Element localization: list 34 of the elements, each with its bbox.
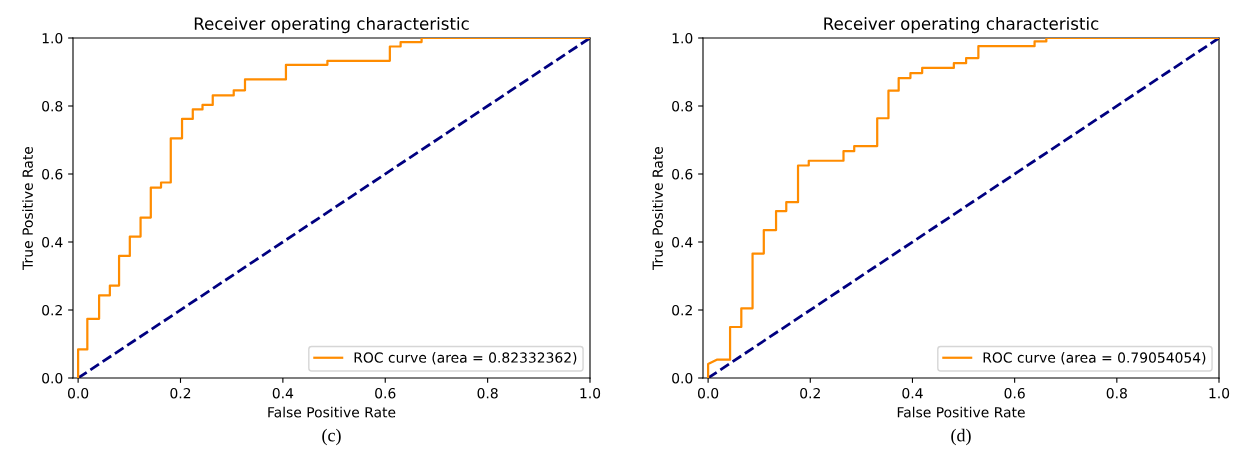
y-tick-label: 0.8 [42,100,63,112]
y-tick-label: 1.0 [42,32,63,44]
y-tick-label: 0.0 [672,372,693,384]
y-tick-label: 0.6 [42,168,63,180]
legend-label: ROC curve (area = 0.79054054) [983,352,1206,365]
x-tick-label: 0.6 [375,387,396,399]
x-tick-label: 0.0 [697,387,719,399]
x-tick-label: 1.0 [580,387,601,399]
x-tick-label: 1.0 [1209,387,1230,399]
y-tick-label: 0.2 [672,304,692,316]
x-tick-label: 0.0 [67,387,89,399]
y-tick-label: 0.2 [42,304,62,316]
x-tick-label: 0.8 [1106,387,1127,399]
y-tick-label: 0.4 [672,236,693,248]
text: (c) [322,428,341,446]
chart-title: Receiver operating characteristic [194,17,469,34]
y-axis-title: True Positive Rate [652,146,663,270]
x-tick-label: 0.4 [272,387,294,399]
text: (d) [951,428,971,446]
x-tick-label: 0.4 [902,387,923,399]
y-tick-label: 0.4 [42,236,63,248]
x-tick-label: 0.6 [1004,387,1025,399]
y-tick-label: 0.8 [672,100,693,112]
x-tick-label: 0.2 [800,387,820,399]
y-tick-label: 0.6 [672,168,693,180]
chart-title: Receiver operating characteristic [824,17,1099,34]
y-tick-label: 1.0 [672,32,693,44]
x-tick-label: 0.8 [477,387,498,399]
legend-label: ROC curve (area = 0.82332362) [354,352,577,365]
x-tick-label: 0.2 [170,387,191,399]
y-axis-title: True Positive Rate [22,146,33,270]
y-tick-label: 0.0 [42,372,63,384]
x-axis-title: False Positive Rate [268,406,396,418]
x-axis-title: False Positive Rate [897,406,1025,418]
